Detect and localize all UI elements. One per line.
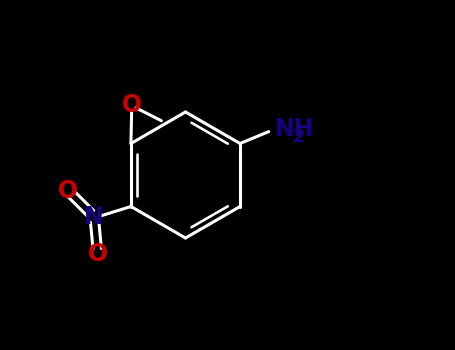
Text: 2: 2 [293,127,305,146]
Text: NH: NH [275,118,314,141]
Text: O: O [58,179,78,203]
Text: O: O [121,93,142,117]
Text: N: N [84,205,104,229]
Text: O: O [88,242,108,266]
